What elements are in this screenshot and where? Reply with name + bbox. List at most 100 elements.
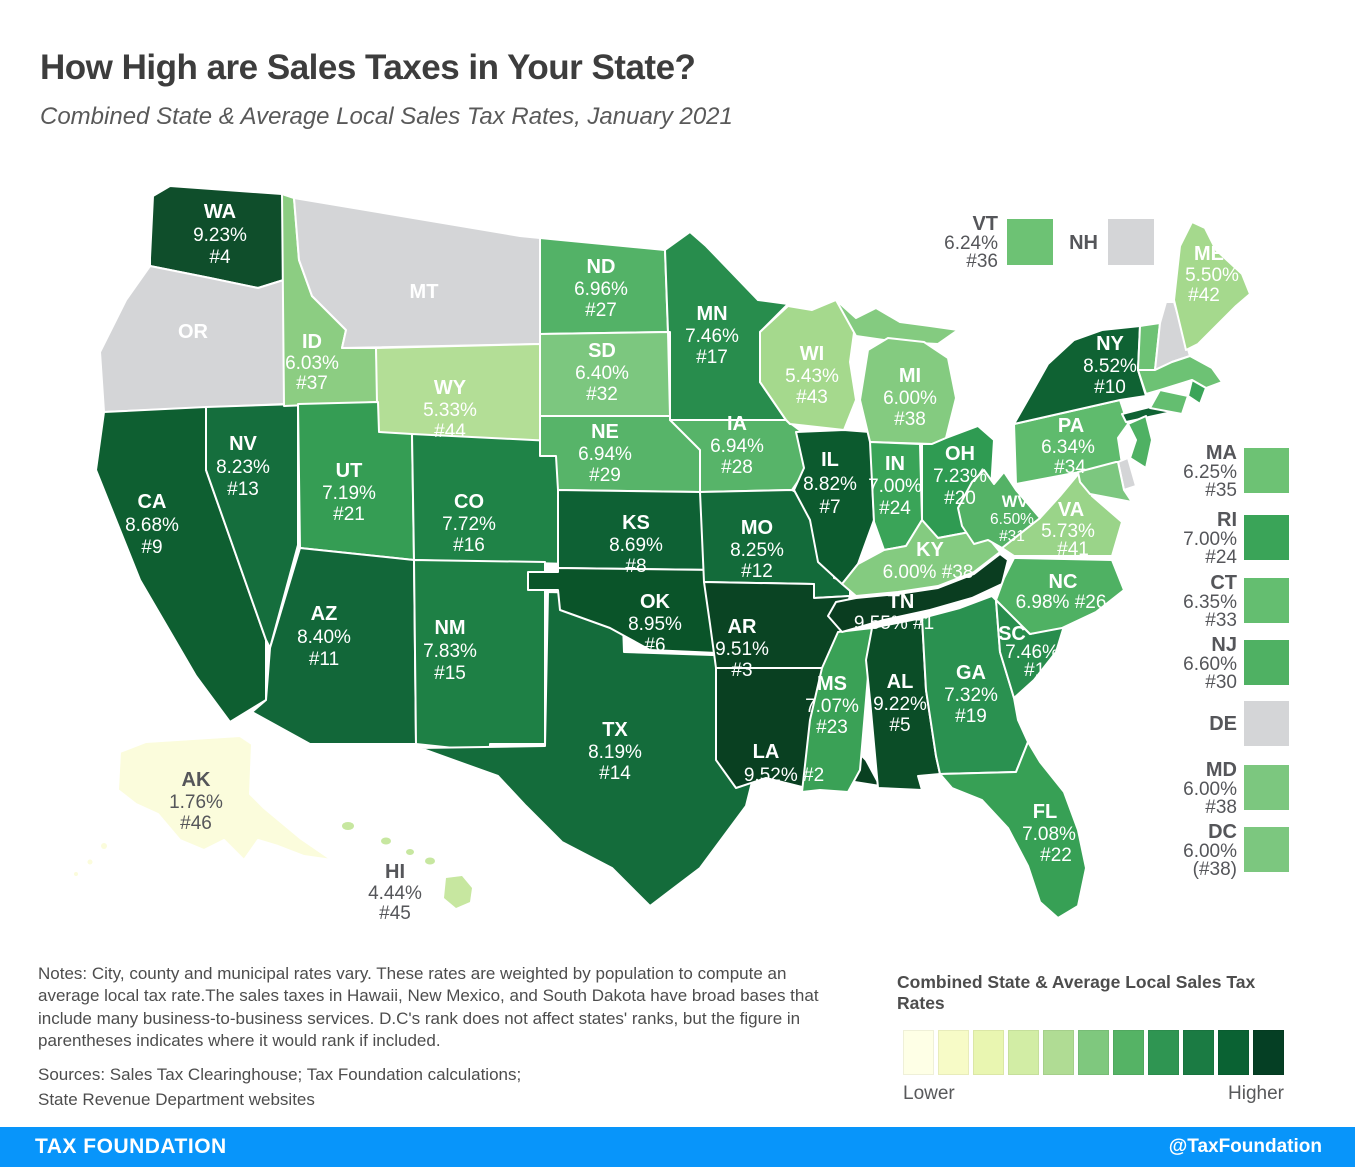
legend-swatch <box>903 1030 934 1075</box>
callout-label-vt: VT 6.24% #36 <box>944 213 998 272</box>
sources-text: Sources: Sales Tax Clearinghouse; Tax Fo… <box>38 1063 838 1112</box>
label-mi: MI 6.00% #38 <box>883 365 937 430</box>
label-in: IN 7.00% #24 <box>868 453 922 519</box>
legend-swatch <box>973 1030 1004 1075</box>
label-mn: MN 7.46% #17 <box>685 303 739 368</box>
callout-swatch-vt <box>1005 217 1055 267</box>
state-shape-fl <box>939 741 1087 919</box>
label-nd: ND 6.96% #27 <box>574 256 628 321</box>
label-nc: NC 6.98% #26 <box>1016 571 1107 613</box>
legend-higher-label: Higher <box>1228 1083 1284 1104</box>
label-oh: OH 7.23% #20 <box>933 443 987 509</box>
callout-label-ct: CT 6.35% #33 <box>1183 572 1237 631</box>
state-shape-nc <box>995 557 1125 635</box>
legend-swatch <box>1218 1030 1249 1075</box>
label-or: OR <box>178 321 209 343</box>
label-sd: SD 6.40% #32 <box>575 340 629 405</box>
state-shape-tx <box>419 591 763 907</box>
label-ut: UT 7.19% #21 <box>322 460 376 525</box>
callout-swatch-md <box>1242 763 1291 812</box>
state-shapes <box>74 185 1251 919</box>
callout-vt-nh: VT 6.24% #36 NH <box>944 213 1156 272</box>
label-ar: AR 9.51% #3 <box>715 616 769 681</box>
callout-swatch-dc <box>1242 825 1291 874</box>
label-ne: NE 6.94% #29 <box>578 421 632 486</box>
label-ca: CA 8.68% #9 <box>125 491 179 558</box>
label-fl: FL 7.08% #22 <box>1022 801 1076 866</box>
label-la: LA 9.52% #2 <box>744 741 824 786</box>
state-shape-az <box>251 547 417 745</box>
footer-bar: TAX FOUNDATION @TaxFoundation <box>0 1127 1355 1167</box>
state-shape-ok <box>527 567 741 655</box>
label-pa: PA 6.34% #34 <box>1041 415 1095 478</box>
legend-color-scale <box>903 1030 1299 1075</box>
callout-label-de: DE <box>1209 713 1237 735</box>
label-wy: WY 5.33% #44 <box>423 377 477 442</box>
state-shape-ak <box>117 735 333 861</box>
state-shape-nj <box>1127 415 1153 469</box>
hi-island-big <box>444 876 472 908</box>
label-ia: IA 6.94% #28 <box>710 413 764 478</box>
label-va: VA 5.73% #41 <box>1041 499 1095 560</box>
ak-island <box>101 843 107 849</box>
callout-label-dc: DC 6.00% (#38) <box>1183 821 1237 880</box>
legend-title: Combined State & Average Local Sales Tax… <box>897 972 1256 1013</box>
state-shape-ny <box>1013 325 1147 425</box>
label-ks: KS 8.69% #8 <box>609 512 663 577</box>
sources-line-2: State Revenue Department websites <box>38 1089 315 1109</box>
state-shape-ct <box>1149 389 1189 415</box>
callout-label-nh: NH <box>1069 232 1098 254</box>
callout-east-coast: MA 6.25% #35 RI 7.00% #24 CT 6.35% #33 NJ 6.60%… <box>1183 442 1291 880</box>
label-sc: SC 7.46% #18 <box>998 623 1059 681</box>
callout-swatch-nj <box>1242 638 1291 687</box>
label-hi: HI 4.44% #45 <box>368 861 422 924</box>
label-tx: TX 8.19% #14 <box>588 719 642 784</box>
legend-swatch <box>1183 1030 1214 1075</box>
label-az: AZ 8.40% #11 <box>297 603 351 670</box>
state-shape-md <box>1077 461 1133 503</box>
state-shape-ga <box>921 595 1029 775</box>
label-tn: TN 9.55% #1 <box>854 591 934 634</box>
callout-label-ma: MA 6.25% #35 <box>1183 442 1237 501</box>
legend-swatch <box>938 1030 969 1075</box>
state-shape-wi <box>759 299 857 431</box>
state-shape-ky <box>841 519 1001 597</box>
legend-swatch <box>1008 1030 1039 1075</box>
label-id: ID 6.03% #37 <box>285 331 339 394</box>
state-shape-va <box>1001 471 1123 557</box>
callout-label-ri: RI 7.00% #24 <box>1183 509 1237 568</box>
hi-island <box>381 837 391 845</box>
state-shape-tn <box>827 553 1009 633</box>
color-legend: Combined State & Average Local Sales Tax… <box>897 972 1299 1105</box>
sources-line-1: Sources: Sales Tax Clearinghouse; Tax Fo… <box>38 1065 522 1084</box>
label-wi: WI 5.43% #43 <box>785 343 839 408</box>
label-al: AL 9.22% #5 <box>873 671 927 736</box>
callout-swatch-nh <box>1106 217 1156 267</box>
label-mo: MO 8.25% #12 <box>730 517 784 582</box>
callout-swatch-ri <box>1242 513 1291 562</box>
callout-swatch-de <box>1242 699 1291 748</box>
state-shape-mi-up <box>835 299 959 345</box>
legend-swatch <box>1148 1030 1179 1075</box>
label-ky: KY 6.00% #38 <box>883 539 974 583</box>
label-ny: NY 8.52% #10 <box>1083 333 1137 398</box>
hi-island <box>406 849 414 855</box>
state-shape-wv <box>957 469 1041 549</box>
page-title: How High are Sales Taxes in Your State? <box>40 48 696 87</box>
hi-island <box>425 857 435 865</box>
label-co: CO 7.72% #16 <box>442 491 496 556</box>
label-nm: NM 7.83% #15 <box>423 617 477 684</box>
state-shape-mt <box>293 197 541 349</box>
legend-swatch <box>1043 1030 1074 1075</box>
page-subtitle: Combined State & Average Local Sales Tax… <box>40 103 733 130</box>
label-ga: GA 7.32% #19 <box>944 662 998 727</box>
state-shape-mi <box>859 337 957 445</box>
label-nv: NV 8.23% #13 <box>216 433 270 500</box>
tax-foundation-logo: TAX FOUNDATION <box>35 1135 227 1158</box>
legend-swatch <box>1253 1030 1284 1075</box>
callout-swatch-ct <box>1242 576 1291 625</box>
label-mt: MT <box>410 281 439 303</box>
ak-island <box>74 872 78 876</box>
callout-label-md: MD 6.00% #38 <box>1183 759 1237 818</box>
